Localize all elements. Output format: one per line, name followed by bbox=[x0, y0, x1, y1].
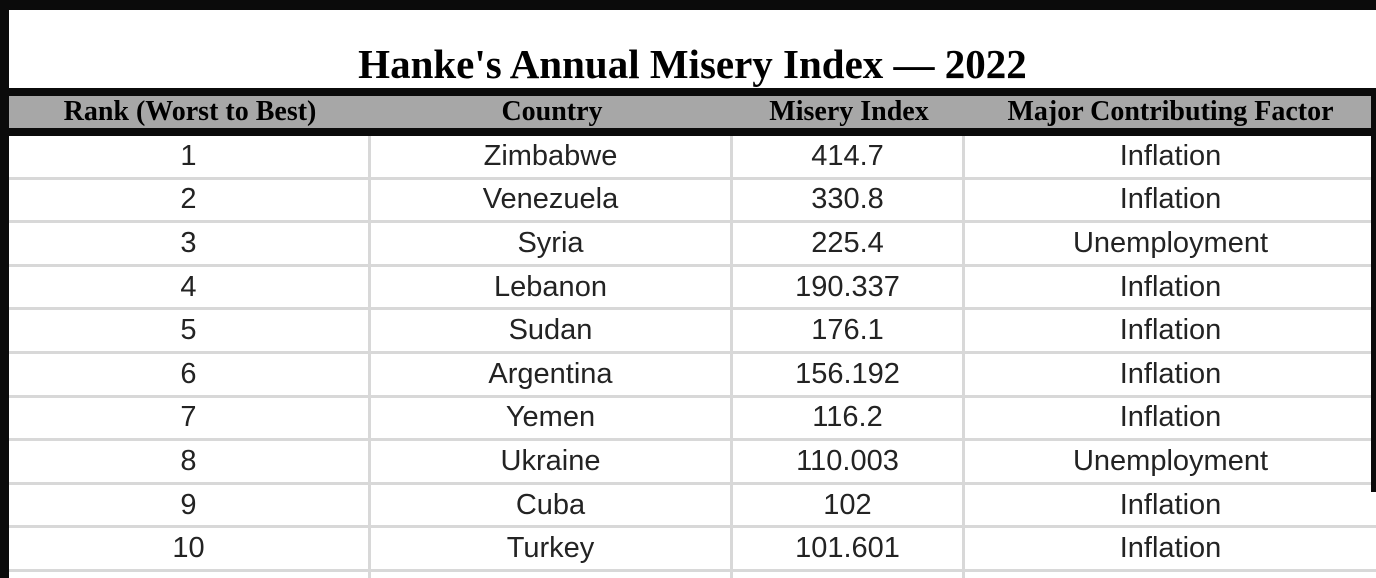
cell-country: Yemen bbox=[371, 397, 733, 439]
cell-country: Zimbabwe bbox=[371, 136, 733, 177]
table-row: 6 Argentina 156.192 Inflation bbox=[9, 353, 1376, 398]
cell-misery-index: 225.4 bbox=[733, 223, 965, 264]
cell-rank: 2 bbox=[9, 179, 371, 221]
cell-misery-index: 116.2 bbox=[733, 397, 965, 439]
cell-country: Argentina bbox=[371, 353, 733, 395]
page-title: Hanke's Annual Misery Index — 2022 bbox=[358, 41, 1027, 87]
cell-factor: Inflation bbox=[1119, 488, 1222, 521]
cell-factor: Unemployment bbox=[1072, 226, 1269, 259]
cell-rank: 6 bbox=[9, 353, 371, 395]
table-row: 8 Ukraine 110.003 Unemployment bbox=[9, 441, 1376, 485]
cell-country: Lebanon bbox=[371, 266, 733, 308]
table-body: 1 Zimbabwe 414.7 Inflation 2 Venezuela 3… bbox=[9, 136, 1376, 578]
cell-rank: 4 bbox=[9, 266, 371, 308]
table-header-row: Rank (Worst to Best) Country Misery Inde… bbox=[9, 96, 1376, 128]
table-row: 7 Yemen 116.2 Inflation bbox=[9, 397, 1376, 442]
cell-country: Cuba bbox=[371, 484, 733, 526]
cell-rank: 3 bbox=[9, 223, 371, 264]
title-area: Hanke's Annual Misery Index — 2022 bbox=[9, 10, 1376, 88]
table-row: 2 Venezuela 330.8 Inflation bbox=[9, 179, 1376, 224]
cell-country: Sudan bbox=[371, 310, 733, 351]
cell-rank: 5 bbox=[9, 310, 371, 351]
cell-factor: Inflation bbox=[1119, 139, 1222, 172]
cell-misery-index: 330.8 bbox=[733, 179, 965, 221]
cell-factor bbox=[965, 572, 1376, 578]
cell-rank: 7 bbox=[9, 397, 371, 439]
cell-factor: Inflation bbox=[1119, 532, 1222, 565]
cell-factor: Inflation bbox=[1119, 314, 1222, 347]
table-row bbox=[9, 571, 1376, 578]
cell-misery-index: 156.192 bbox=[733, 353, 965, 395]
column-header-country: Country bbox=[501, 96, 603, 127]
table-row: 5 Sudan 176.1 Inflation bbox=[9, 310, 1376, 354]
cell-factor: Unemployment bbox=[1072, 444, 1269, 477]
table-row: 3 Syria 225.4 Unemployment bbox=[9, 223, 1376, 267]
cell-misery-index: 101.601 bbox=[733, 528, 965, 569]
cell-misery-index: 102 bbox=[733, 484, 965, 526]
table-row: 9 Cuba 102 Inflation bbox=[9, 484, 1376, 529]
table-row: 10 Turkey 101.601 Inflation bbox=[9, 528, 1376, 572]
column-header-rank: Rank (Worst to Best) bbox=[63, 96, 317, 127]
cell-misery-index: 414.7 bbox=[733, 136, 965, 177]
column-header-misery-index: Misery Index bbox=[769, 96, 929, 127]
cell-country: Venezuela bbox=[371, 179, 733, 221]
header-bottom-border bbox=[9, 128, 1376, 136]
cell-rank: 8 bbox=[9, 441, 371, 482]
cell-country: Syria bbox=[371, 223, 733, 264]
cell-factor: Inflation bbox=[1119, 401, 1222, 434]
table-right-border bbox=[1371, 88, 1376, 492]
cell-rank: 10 bbox=[9, 528, 371, 569]
header-top-border bbox=[9, 88, 1376, 96]
cell-rank bbox=[9, 571, 371, 578]
cell-factor: Inflation bbox=[1119, 270, 1222, 303]
cell-country: Turkey bbox=[371, 528, 733, 569]
cell-factor: Inflation bbox=[1119, 183, 1222, 216]
cell-factor: Inflation bbox=[1119, 357, 1222, 390]
cell-misery-index: 110.003 bbox=[733, 441, 965, 482]
column-header-factor: Major Contributing Factor bbox=[1007, 96, 1334, 127]
cell-misery-index: 190.337 bbox=[733, 266, 965, 308]
table-row: 1 Zimbabwe 414.7 Inflation bbox=[9, 136, 1376, 180]
cell-country bbox=[371, 571, 733, 578]
cell-country: Ukraine bbox=[371, 441, 733, 482]
cell-rank: 9 bbox=[9, 484, 371, 526]
cell-rank: 1 bbox=[9, 136, 371, 177]
cell-misery-index: 176.1 bbox=[733, 310, 965, 351]
table-row: 4 Lebanon 190.337 Inflation bbox=[9, 266, 1376, 311]
cell-misery-index bbox=[733, 571, 965, 578]
